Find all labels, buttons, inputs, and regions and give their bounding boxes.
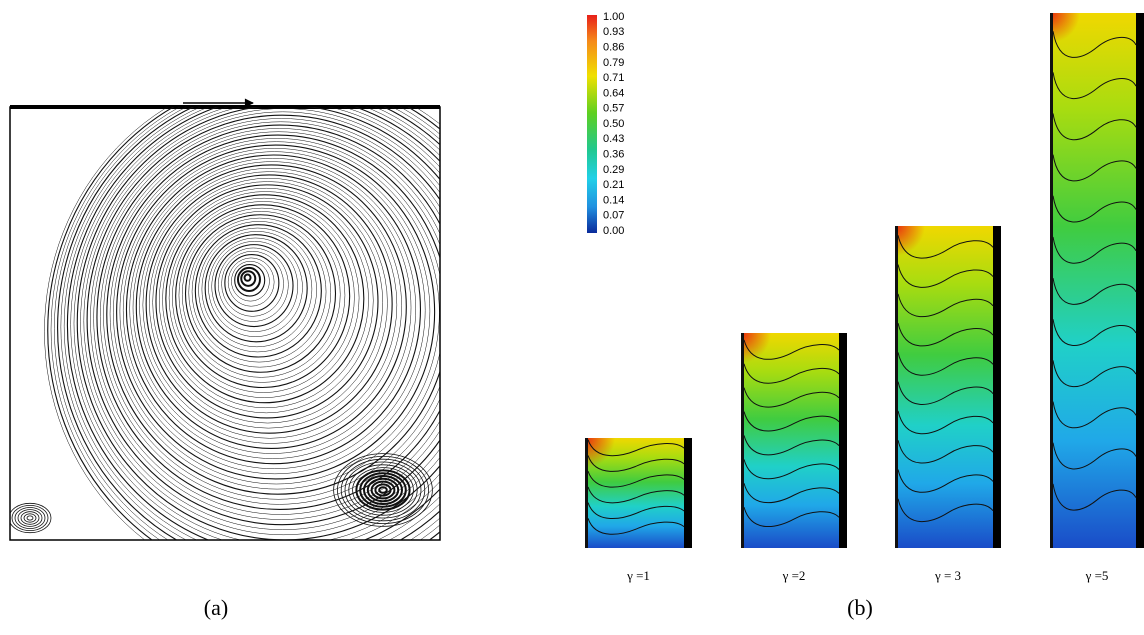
colorbar <box>587 15 597 233</box>
case-caption: γ =1 <box>626 568 650 583</box>
case-caption: γ =5 <box>1085 568 1109 583</box>
panel-label: (a) <box>204 595 228 620</box>
wall-layer <box>1136 13 1144 548</box>
wall-layer <box>684 438 692 548</box>
colorbar-label: 0.79 <box>603 57 624 69</box>
colorbar-label: 1.00 <box>603 11 624 23</box>
panel-b: 1.00 0.93 0.86 0.79 0.71 0.64 0.57 0.50 0.43 0.36… <box>585 11 1144 583</box>
figure: (a) 1.00 0.93 0.86 0.79 0.71 0.64 0.57 0.50 0.43… <box>0 0 1144 635</box>
colorbar-label: 0.93 <box>603 26 624 38</box>
case <box>1050 13 1144 548</box>
hot-corner <box>741 333 771 363</box>
wall-layer <box>1050 13 1053 548</box>
colorbar-label: 0.71 <box>603 72 624 84</box>
colorbar-label: 0.57 <box>603 103 624 115</box>
case <box>741 333 847 548</box>
colorbar-label: 0.50 <box>603 118 624 130</box>
colorbar-label: 0.86 <box>603 41 624 53</box>
colorbar-label: 0.07 <box>603 210 624 222</box>
colorbar-label: 0.29 <box>603 164 624 176</box>
temperature-field <box>895 226 1001 548</box>
wall-layer <box>895 226 898 548</box>
case <box>585 438 692 548</box>
wall-layer <box>993 226 1001 548</box>
case-caption: γ = 3 <box>934 568 961 583</box>
wall-layer <box>839 333 847 548</box>
page: (a) 1.00 0.93 0.86 0.79 0.71 0.64 0.57 0.50 0.43… <box>0 0 1144 635</box>
case-caption: γ =2 <box>782 568 806 583</box>
wall-layer <box>585 438 588 548</box>
panel-label: (b) <box>847 595 873 620</box>
colorbar-label: 0.21 <box>603 179 624 191</box>
colorbar-label: 0.43 <box>603 133 624 145</box>
colorbar-label: 0.36 <box>603 148 624 160</box>
colorbar-label: 0.00 <box>603 225 624 237</box>
wall-layer <box>741 333 744 548</box>
colorbar-label: 0.64 <box>603 87 624 99</box>
colorbar-label: 0.14 <box>603 194 624 206</box>
temperature-field <box>741 333 847 548</box>
case <box>895 226 1001 548</box>
temperature-field <box>1050 13 1144 548</box>
panel-a <box>9 72 538 591</box>
